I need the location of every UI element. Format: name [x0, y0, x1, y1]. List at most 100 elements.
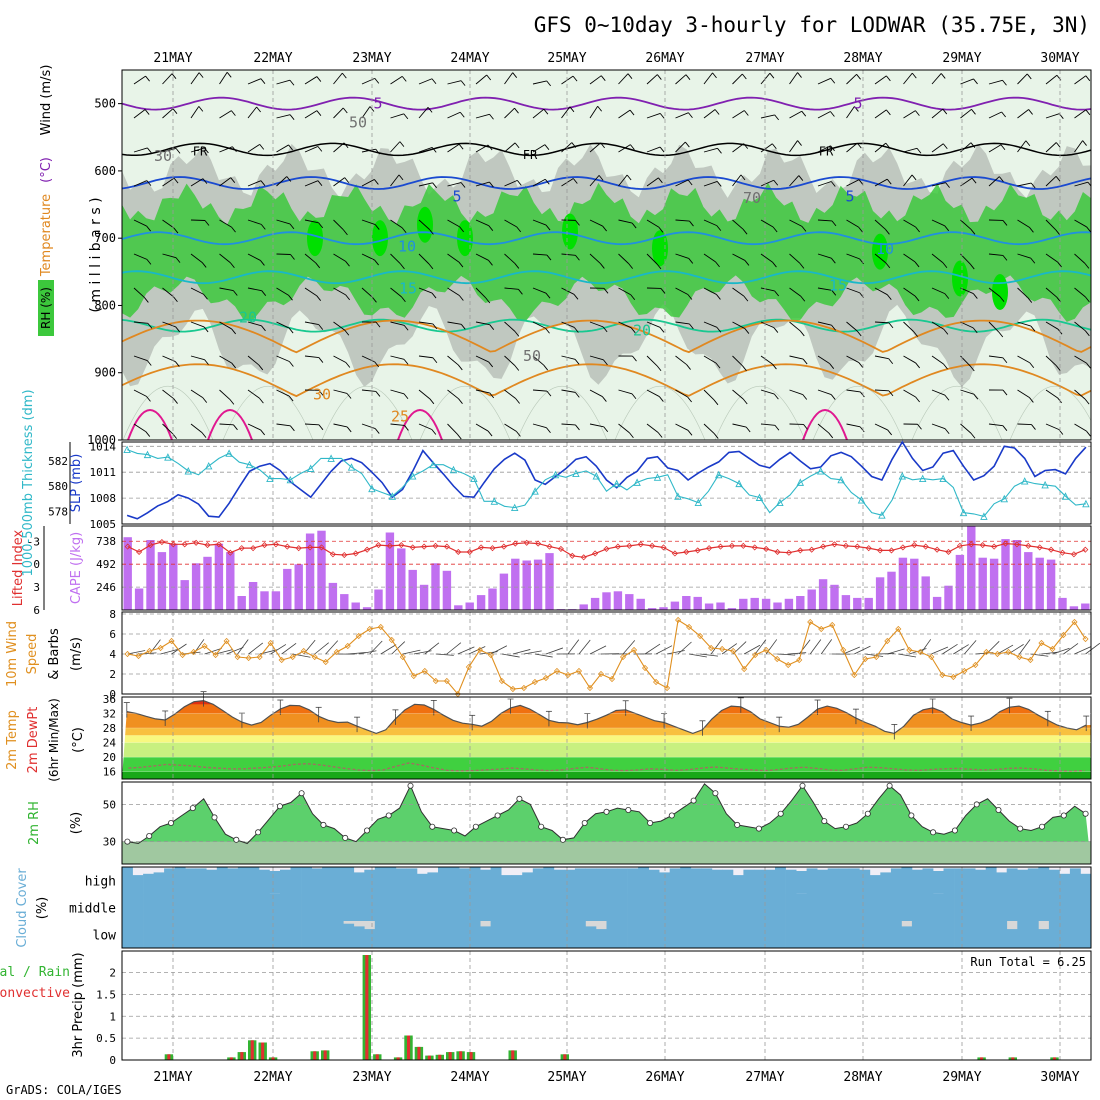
cloud-bar-low	[848, 921, 860, 948]
wind-barb	[618, 287, 631, 296]
wind-barb	[333, 423, 348, 428]
wind-barb-flag	[943, 329, 949, 335]
wind-barb	[390, 174, 400, 187]
wind-barb-flag	[204, 359, 209, 365]
cloud-bar-middle	[353, 894, 365, 921]
cloud-bar-middle	[659, 894, 671, 921]
wind-barb-flag	[460, 80, 466, 86]
wind-barb	[817, 253, 832, 259]
wind-barb-flag	[514, 142, 520, 149]
cloud-bar-middle	[438, 894, 449, 921]
wind-barb	[133, 355, 148, 361]
wind-barb-flag	[318, 357, 324, 363]
thickness-point	[755, 493, 764, 501]
cloud-level-label: high	[85, 875, 116, 890]
li-point	[147, 542, 154, 549]
wind-barb-flag	[201, 432, 207, 438]
wind-barb-flag	[288, 395, 294, 402]
wind-barb	[1074, 109, 1087, 119]
temp-tick-label: 24	[103, 737, 117, 750]
wind-barb	[903, 219, 916, 228]
wind-barb	[700, 653, 719, 657]
cloud-bar-high	[1038, 867, 1050, 894]
wind-barb	[646, 321, 661, 328]
cloud-bar-low	[227, 921, 239, 948]
wind-barb-flag	[831, 324, 836, 331]
li-point	[888, 547, 895, 554]
cloud-bar-high	[996, 872, 1008, 894]
cloud-bar-middle	[627, 894, 639, 921]
li-point	[922, 543, 929, 550]
li-point	[740, 542, 747, 549]
cloud-bar-middle	[248, 894, 260, 921]
cloud-bar-high	[1069, 868, 1081, 894]
cloud-bar-low	[311, 921, 323, 948]
wind-barb	[512, 649, 531, 655]
isotherm	[122, 363, 1091, 398]
wind-barb-flag	[829, 363, 835, 369]
cloud-bar-high	[880, 872, 892, 894]
wind-barb	[1045, 389, 1058, 399]
cloud-bar-high	[132, 875, 144, 894]
wind-barb	[675, 253, 689, 259]
cloud-level-label: low	[93, 929, 117, 944]
wind-barb	[276, 321, 290, 329]
wind-barb-flag	[514, 107, 519, 114]
wind-barb-flag	[1000, 144, 1006, 151]
wind-barb-flag	[631, 222, 637, 229]
wind-barb-flag	[830, 111, 835, 117]
wind-barb-flag	[229, 399, 235, 405]
cloud-bar-high	[501, 875, 513, 894]
wind-barb	[219, 355, 232, 364]
cloud-bar-low	[406, 921, 418, 948]
cloud-bar-low	[459, 921, 470, 948]
cloud-bar-middle	[996, 894, 1008, 921]
wind-barb-flag	[173, 177, 179, 184]
cloud-bar-high	[1048, 869, 1060, 894]
y-tick-label: 700	[94, 231, 116, 245]
wind-barb-flag	[231, 110, 236, 116]
cloud-bar-high	[532, 868, 544, 894]
cloud-bar-middle	[427, 894, 439, 921]
li-tick-label: -3	[27, 535, 40, 548]
cape-bar	[397, 548, 406, 610]
wind-barb	[532, 389, 547, 392]
wind-barb	[532, 80, 547, 85]
wind-speed-point	[322, 658, 329, 666]
wind-barb-flag	[173, 227, 179, 234]
cloud-bar-high	[395, 868, 407, 894]
cape-bar	[465, 602, 474, 610]
cape-bar	[203, 556, 212, 610]
cloud-bar-middle	[543, 894, 555, 921]
wind-speed-point	[652, 678, 660, 686]
wind-barb-flag	[431, 147, 437, 153]
wind-barb	[589, 106, 599, 119]
cloud-bar-middle	[711, 894, 723, 921]
wind-barb	[760, 219, 774, 228]
li-point	[763, 545, 770, 552]
cloud-bar-low	[785, 921, 797, 948]
rh2m-point	[603, 808, 610, 815]
wind-barb-flag	[372, 297, 377, 303]
wind-barb	[846, 142, 858, 153]
wind-barb	[501, 653, 520, 658]
contour-label: 30	[313, 385, 331, 403]
wind-barb-flag	[514, 365, 520, 371]
wind-speed-label: Speed	[25, 634, 40, 675]
wind-barb	[561, 355, 576, 360]
precip-conv-bar	[396, 1057, 400, 1060]
cloud-bar-middle	[322, 894, 333, 921]
wind-barb-flag	[630, 144, 635, 150]
precip-conv-label: Convective	[0, 986, 70, 1001]
wind-barb	[721, 643, 738, 655]
li-point	[307, 544, 314, 551]
wind-speed-point	[564, 671, 572, 679]
wind-barb	[475, 389, 490, 394]
wind-barb-flag	[175, 148, 181, 154]
wind-barb-flag	[743, 295, 749, 302]
wind-barb	[532, 144, 546, 153]
wind-barb-flag	[831, 220, 837, 227]
wind-barb	[903, 355, 916, 364]
thickness-point	[633, 478, 641, 486]
cloud-bar-high	[701, 868, 713, 894]
